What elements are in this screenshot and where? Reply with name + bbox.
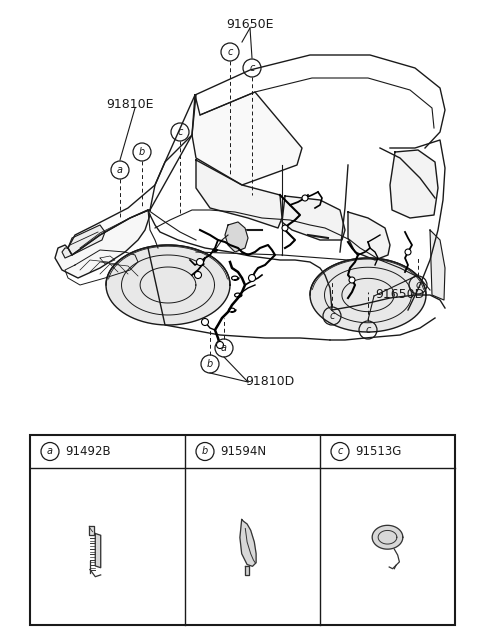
Polygon shape (430, 230, 445, 300)
Circle shape (216, 341, 224, 348)
Circle shape (194, 272, 202, 279)
Text: c: c (329, 311, 335, 321)
Circle shape (405, 249, 411, 255)
Polygon shape (62, 225, 105, 258)
Circle shape (302, 195, 308, 201)
Text: c: c (228, 47, 233, 57)
Polygon shape (372, 525, 403, 549)
Circle shape (196, 258, 204, 265)
Polygon shape (96, 533, 101, 568)
Text: b: b (207, 359, 213, 369)
Polygon shape (106, 245, 230, 325)
Bar (30, 435, 455, 625)
Polygon shape (68, 95, 196, 255)
Circle shape (349, 277, 355, 283)
Polygon shape (225, 222, 248, 252)
Text: c: c (365, 325, 371, 335)
Text: b: b (139, 147, 145, 157)
Text: c: c (177, 127, 183, 137)
Polygon shape (55, 210, 150, 278)
Text: 91650E: 91650E (226, 18, 274, 31)
Polygon shape (310, 258, 426, 332)
Text: a: a (117, 165, 123, 175)
Circle shape (249, 274, 255, 281)
Polygon shape (390, 150, 438, 218)
Text: b: b (202, 446, 208, 456)
Polygon shape (282, 196, 345, 240)
Text: 91650D: 91650D (375, 288, 424, 301)
Circle shape (282, 225, 288, 231)
Polygon shape (192, 92, 302, 185)
Text: c: c (415, 280, 420, 290)
Text: c: c (337, 446, 343, 456)
Text: 91513G: 91513G (355, 445, 401, 458)
Polygon shape (89, 526, 94, 535)
Polygon shape (348, 212, 390, 260)
Text: 91594N: 91594N (220, 445, 266, 458)
Text: 91810E: 91810E (106, 98, 154, 111)
Polygon shape (196, 160, 282, 228)
Polygon shape (240, 520, 256, 566)
Text: c: c (249, 63, 255, 73)
Text: 91492B: 91492B (65, 445, 110, 458)
Text: a: a (221, 343, 227, 353)
Circle shape (202, 319, 208, 325)
Text: 91810D: 91810D (245, 375, 294, 388)
Text: a: a (47, 446, 53, 456)
Polygon shape (245, 566, 249, 575)
